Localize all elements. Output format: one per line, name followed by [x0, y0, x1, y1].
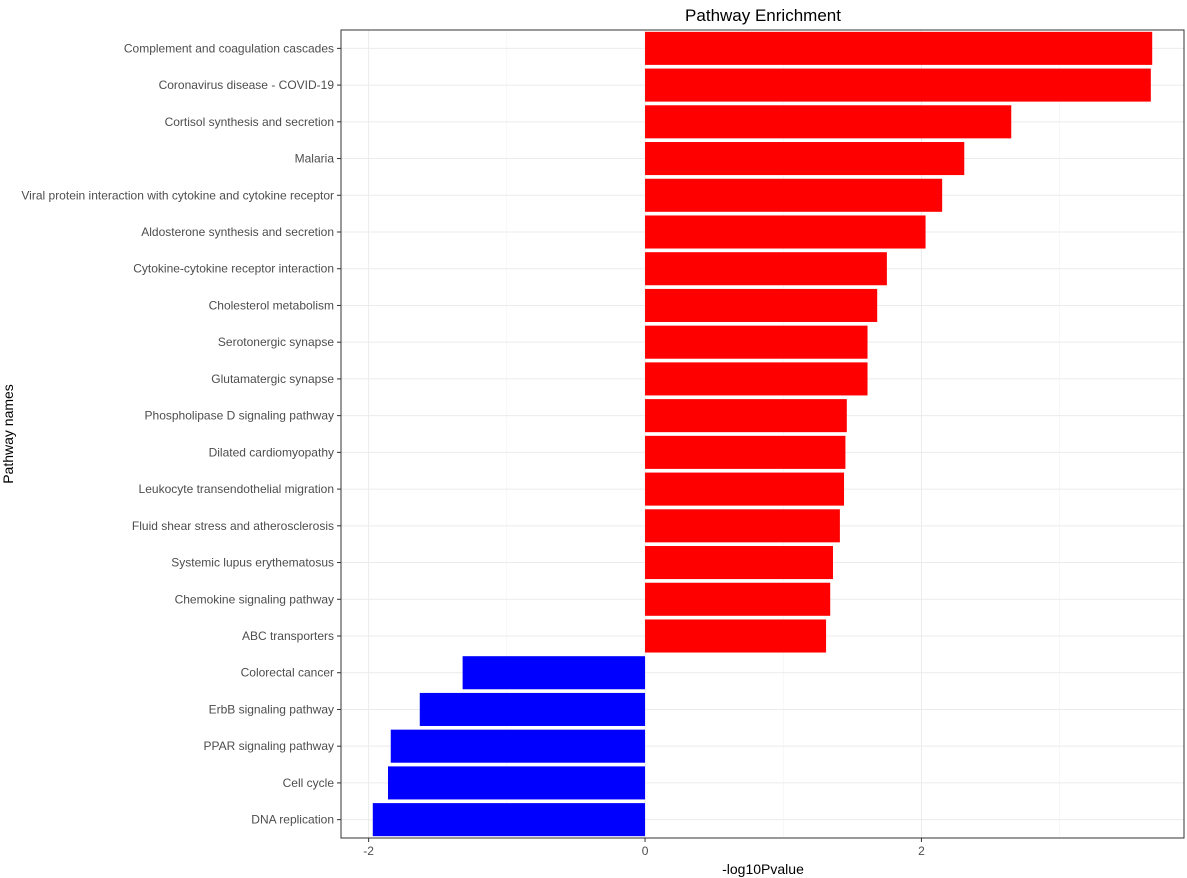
bar	[462, 656, 646, 690]
y-tick-label: ErbB signaling pathway	[209, 702, 334, 716]
y-tick-label: Fluid shear stress and atherosclerosis	[132, 519, 334, 533]
bar	[645, 68, 1151, 102]
bar	[645, 582, 831, 616]
y-tick-label: Aldosterone synthesis and secretion	[141, 225, 334, 239]
y-tick-label: Cortisol synthesis and secretion	[165, 115, 334, 129]
y-tick-label: Chemokine signaling pathway	[175, 592, 334, 606]
axes: Complement and coagulation cascades Coron…	[21, 29, 1185, 858]
y-tick-label: Malaria	[295, 152, 335, 166]
bar	[645, 288, 878, 322]
y-tick-label: DNA replication	[251, 813, 334, 827]
bar	[645, 215, 926, 249]
bar	[645, 325, 868, 359]
y-tick-label: Serotonergic synapse	[218, 335, 334, 349]
x-tick-label: -2	[363, 844, 374, 858]
y-tick-label: Glutamatergic synapse	[211, 372, 334, 386]
bar	[645, 619, 827, 653]
bar	[645, 142, 965, 176]
y-axis-title: Pathway names	[0, 384, 16, 484]
bar	[645, 105, 1012, 139]
y-tick-label: Phospholipase D signaling pathway	[145, 409, 334, 423]
bar	[419, 692, 646, 726]
bar	[645, 252, 887, 286]
bars	[372, 31, 1153, 837]
y-tick-label: Viral protein interaction with cytokine …	[21, 188, 334, 202]
y-tick-label: PPAR signaling pathway	[203, 739, 334, 753]
bar	[645, 472, 845, 506]
bar	[645, 546, 833, 580]
bar	[645, 362, 868, 396]
bar	[390, 729, 646, 763]
y-tick-label: Complement and coagulation cascades	[124, 41, 334, 55]
y-tick-label: Cytokine-cytokine receptor interaction	[133, 262, 334, 276]
y-tick-label: ABC transporters	[242, 629, 334, 643]
bar	[645, 435, 846, 469]
bar	[387, 766, 646, 800]
bar	[645, 178, 943, 212]
panel-border	[340, 29, 1185, 839]
y-tick-label: Leukocyte transendothelial migration	[139, 482, 334, 496]
y-tick-label: Colorectal cancer	[241, 666, 334, 680]
y-tick-label: Coronavirus disease - COVID-19	[159, 78, 335, 92]
bar	[645, 31, 1153, 65]
bar	[645, 399, 847, 433]
y-tick-label: Cell cycle	[283, 776, 335, 790]
x-tick-label: 2	[918, 844, 925, 858]
y-tick-label: Systemic lupus erythematosus	[171, 556, 334, 570]
y-tick-label: Dilated cardiomyopathy	[209, 445, 334, 459]
x-axis-title: -log10Pvalue	[722, 861, 804, 877]
y-tick-label: Cholesterol metabolism	[209, 298, 334, 312]
chart-title: Pathway Enrichment	[685, 6, 841, 25]
x-tick-label: 0	[642, 844, 649, 858]
bar	[372, 803, 646, 837]
bar	[645, 509, 840, 543]
